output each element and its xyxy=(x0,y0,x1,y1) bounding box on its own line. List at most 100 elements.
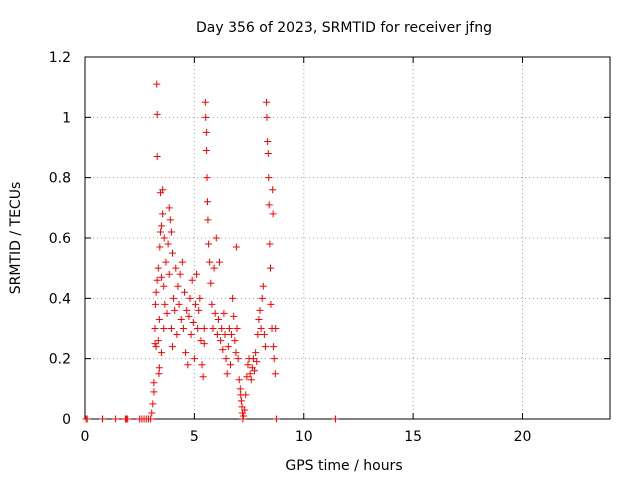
y-tick-label: 0 xyxy=(62,412,71,428)
data-point xyxy=(160,282,168,290)
data-point xyxy=(171,306,179,314)
data-point xyxy=(266,240,274,248)
data-point xyxy=(187,331,195,339)
data-point xyxy=(269,186,277,194)
data-point xyxy=(153,153,161,161)
data-point xyxy=(150,379,158,387)
x-tick-label: 5 xyxy=(190,429,199,445)
data-point xyxy=(263,113,271,121)
data-point xyxy=(147,415,155,423)
data-point xyxy=(240,412,248,420)
data-point xyxy=(167,325,175,332)
data-point xyxy=(195,306,203,314)
data-point xyxy=(261,343,269,351)
data-point xyxy=(205,240,213,248)
data-point xyxy=(163,309,171,317)
data-point xyxy=(235,376,243,384)
data-point xyxy=(216,258,224,266)
data-point xyxy=(206,258,214,266)
data-point xyxy=(193,270,201,278)
x-tick-label: 15 xyxy=(404,429,422,445)
data-point xyxy=(158,273,166,281)
data-point xyxy=(249,355,257,363)
data-point xyxy=(153,276,161,284)
data-point xyxy=(155,364,163,372)
data-point xyxy=(226,361,234,369)
data-point xyxy=(264,137,272,145)
data-point xyxy=(202,113,210,121)
data-point xyxy=(252,349,260,357)
data-point xyxy=(166,216,174,224)
data-point xyxy=(159,186,167,194)
data-point xyxy=(255,315,263,323)
y-tick-label: 1.2 xyxy=(49,50,71,66)
data-point xyxy=(152,343,160,351)
data-point xyxy=(210,264,218,272)
data-point xyxy=(208,300,216,308)
data-point xyxy=(188,276,196,284)
data-point xyxy=(190,355,198,363)
data-point xyxy=(151,300,159,308)
data-point xyxy=(169,249,176,257)
data-point xyxy=(225,325,233,332)
y-tick-label: 1 xyxy=(62,110,71,126)
y-axis-label: SRMTID / TECUs xyxy=(8,182,24,295)
data-point xyxy=(167,228,175,236)
data-point xyxy=(251,367,259,375)
data-point xyxy=(267,264,274,272)
data-point xyxy=(221,331,229,339)
data-point xyxy=(270,343,278,351)
data-point xyxy=(264,150,272,158)
data-point xyxy=(231,337,239,345)
data-point xyxy=(156,243,164,251)
data-point xyxy=(112,415,120,423)
data-point xyxy=(272,415,280,423)
data-point xyxy=(222,355,230,363)
data-point xyxy=(200,325,208,332)
data-point xyxy=(158,222,166,230)
data-point xyxy=(159,210,167,218)
data-point xyxy=(247,376,255,384)
data-point xyxy=(256,306,264,314)
data-point xyxy=(164,240,172,248)
axes: 0 5 10 15 20 0 0.2 0.4 0.6 0.8 1 1.2 xyxy=(49,50,611,445)
data-point xyxy=(151,340,159,348)
data-point xyxy=(160,325,168,332)
data-point xyxy=(211,309,219,317)
data-point xyxy=(263,98,271,106)
data-point xyxy=(179,325,187,332)
data-point xyxy=(229,294,237,302)
data-point xyxy=(232,349,240,357)
x-tick-label: 10 xyxy=(295,429,313,445)
data-point xyxy=(152,288,160,296)
data-point xyxy=(191,300,199,308)
data-point xyxy=(155,315,163,323)
data-point xyxy=(265,201,273,209)
data-point xyxy=(218,325,226,332)
data-point xyxy=(272,325,280,332)
data-point xyxy=(237,397,245,405)
data-point xyxy=(149,400,157,408)
data-point xyxy=(160,234,168,242)
data-point xyxy=(203,174,211,182)
data-point xyxy=(172,264,180,272)
data-point xyxy=(236,385,244,393)
data-point xyxy=(331,415,339,423)
data-point xyxy=(148,409,156,417)
data-point xyxy=(213,331,221,339)
data-point xyxy=(162,258,170,266)
data-point xyxy=(170,294,178,302)
data-point xyxy=(267,300,275,308)
data-point xyxy=(254,331,262,339)
data-point xyxy=(181,288,189,296)
data-point xyxy=(165,204,173,212)
data-point xyxy=(154,264,162,272)
data-point xyxy=(175,300,183,308)
data-point xyxy=(189,318,197,326)
data-point xyxy=(224,343,232,351)
y-tick-label: 0.6 xyxy=(49,231,71,247)
data-point xyxy=(269,210,277,218)
data-point xyxy=(185,312,193,320)
chart-title: Day 356 of 2023, SRMTID for receiver jfn… xyxy=(196,20,492,36)
x-axis-label: GPS time / hours xyxy=(285,458,402,474)
